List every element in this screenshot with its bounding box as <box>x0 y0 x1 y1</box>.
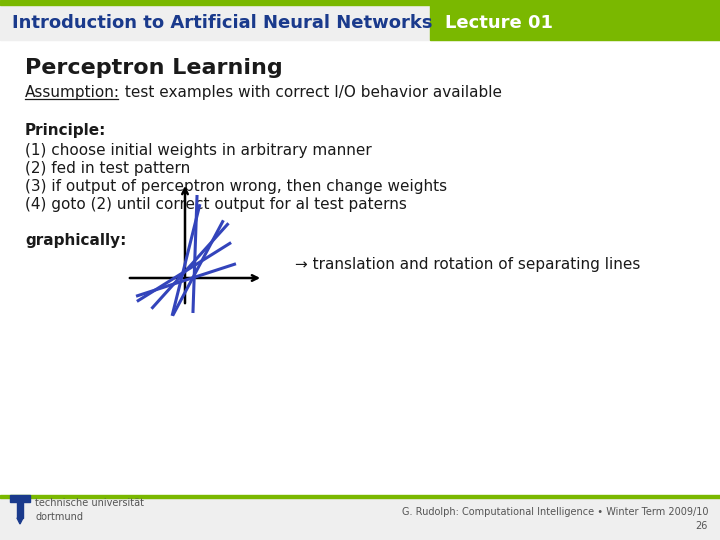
Text: G. Rudolph: Computational Intelligence • Winter Term 2009/10
26: G. Rudolph: Computational Intelligence •… <box>402 507 708 531</box>
Text: Assumption:: Assumption: <box>25 84 120 99</box>
Bar <box>0 495 720 498</box>
Text: Lecture 01: Lecture 01 <box>445 14 553 32</box>
Text: Perceptron Learning: Perceptron Learning <box>25 58 283 78</box>
Text: (2) fed in test pattern: (2) fed in test pattern <box>25 160 190 176</box>
Polygon shape <box>17 518 23 524</box>
Text: graphically:: graphically: <box>25 233 127 247</box>
Text: (1) choose initial weights in arbitrary manner: (1) choose initial weights in arbitrary … <box>25 143 372 158</box>
Text: test examples with correct I/O behavior available: test examples with correct I/O behavior … <box>120 84 502 99</box>
Text: Introduction to Artificial Neural Networks: Introduction to Artificial Neural Networ… <box>12 14 433 32</box>
Bar <box>0 498 720 540</box>
Text: technische universität
dortmund: technische universität dortmund <box>35 498 144 522</box>
Text: → translation and rotation of separating lines: → translation and rotation of separating… <box>295 258 640 273</box>
Polygon shape <box>10 495 30 502</box>
Text: (4) goto (2) until correct output for al test paterns: (4) goto (2) until correct output for al… <box>25 197 407 212</box>
Text: (3) if output of perceptron wrong, then change weights: (3) if output of perceptron wrong, then … <box>25 179 447 193</box>
Bar <box>0 5 720 40</box>
Polygon shape <box>17 502 23 518</box>
Bar <box>0 0 720 5</box>
Bar <box>430 5 720 40</box>
Text: Principle:: Principle: <box>25 123 107 138</box>
